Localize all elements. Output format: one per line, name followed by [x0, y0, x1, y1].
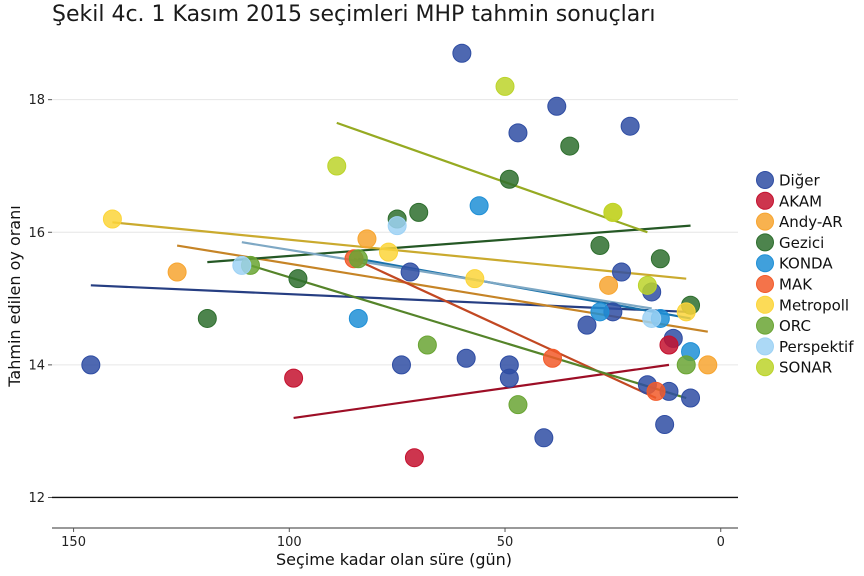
data-point: [348, 308, 368, 328]
legend[interactable]: Diğer AKAM Andy-AR Gezici KONDA MAK Metropoll O…: [756, 171, 855, 377]
x-tick-label: 0: [717, 535, 725, 550]
trend-line: [207, 224, 691, 264]
legend-label[interactable]: Metropoll: [779, 296, 849, 314]
data-point: [676, 302, 696, 322]
data-point: [681, 388, 701, 408]
y-tick-label: 18: [28, 93, 45, 108]
trend-line: [353, 257, 657, 400]
legend-swatch[interactable]: [756, 358, 774, 377]
legend-label[interactable]: Perspektif: [779, 338, 854, 356]
data-point: [659, 335, 679, 355]
data-point: [577, 315, 597, 335]
legend-swatch[interactable]: [756, 337, 774, 356]
data-point: [637, 275, 657, 295]
data-point: [499, 368, 519, 388]
data-point: [456, 348, 476, 368]
data-point: [612, 262, 632, 282]
data-point: [465, 269, 485, 289]
data-point: [469, 196, 489, 216]
trend-lines: [90, 121, 708, 420]
data-point: [400, 262, 420, 282]
y-tick-label: 12: [28, 491, 45, 506]
data-point: [560, 136, 580, 156]
axes: 12 14 16 18 150 100 50 0: [28, 93, 738, 550]
legend-swatch[interactable]: [756, 233, 774, 252]
legend-swatch[interactable]: [756, 295, 774, 314]
data-point: [387, 216, 407, 236]
data-point: [102, 209, 122, 229]
x-tick-label: 50: [497, 535, 514, 550]
data-point: [655, 415, 675, 435]
data-point: [284, 368, 304, 388]
trend-line: [293, 363, 670, 420]
trend-line: [250, 264, 687, 400]
data-point: [642, 308, 662, 328]
x-tick-label: 150: [61, 535, 86, 550]
trend-line: [336, 121, 648, 234]
data-point: [547, 96, 567, 116]
legend-label[interactable]: ORC: [779, 317, 811, 335]
trend-line: [112, 221, 687, 280]
data-point: [167, 262, 187, 282]
legend-swatch[interactable]: [756, 254, 774, 273]
data-point: [508, 395, 528, 415]
data-point: [676, 355, 696, 375]
data-point: [620, 116, 640, 136]
legend-swatch[interactable]: [756, 316, 774, 335]
y-axis-title: Tahmin edilen oy oranı: [5, 205, 24, 387]
chart-title: Şekil 4c. 1 Kasım 2015 seçimleri MHP tah…: [52, 2, 656, 27]
legend-label[interactable]: Gezici: [779, 234, 824, 252]
data-point: [197, 308, 217, 328]
data-point: [534, 428, 554, 448]
trend-line: [90, 284, 687, 313]
data-point: [603, 202, 623, 222]
data-point: [404, 448, 424, 468]
data-point: [379, 242, 399, 262]
data-point: [599, 275, 619, 295]
data-point: [348, 249, 368, 269]
y-tick-label: 14: [28, 358, 45, 373]
data-point: [391, 355, 411, 375]
x-axis-title: Seçime kadar olan süre (gün): [276, 550, 512, 569]
data-point: [232, 255, 252, 275]
data-point: [590, 236, 610, 256]
x-tick-label: 100: [277, 535, 302, 550]
legend-label[interactable]: MAK: [779, 276, 813, 294]
trend-line: [241, 241, 652, 310]
legend-swatch[interactable]: [756, 171, 774, 189]
data-point: [495, 76, 515, 96]
data-point: [508, 123, 528, 143]
data-point: [650, 249, 670, 269]
data-point: [288, 269, 308, 289]
legend-label[interactable]: Diğer: [779, 172, 820, 190]
data-point: [542, 348, 562, 368]
data-point: [452, 43, 472, 63]
y-tick-label: 16: [28, 226, 45, 241]
data-point: [357, 229, 377, 249]
legend-label[interactable]: Andy-AR: [779, 213, 843, 231]
data-points: [81, 43, 718, 468]
data-point: [81, 355, 101, 375]
legend-label[interactable]: AKAM: [779, 192, 822, 210]
legend-label[interactable]: SONAR: [779, 359, 832, 377]
data-point: [327, 156, 347, 176]
data-point: [499, 169, 519, 189]
legend-label[interactable]: KONDA: [779, 255, 833, 273]
legend-swatch[interactable]: [756, 191, 774, 210]
data-point: [698, 355, 718, 375]
legend-swatch[interactable]: [756, 275, 774, 293]
data-point: [646, 381, 666, 401]
data-point: [590, 302, 610, 322]
data-point: [417, 335, 437, 355]
legend-swatch[interactable]: [756, 212, 774, 231]
data-point: [409, 202, 429, 222]
